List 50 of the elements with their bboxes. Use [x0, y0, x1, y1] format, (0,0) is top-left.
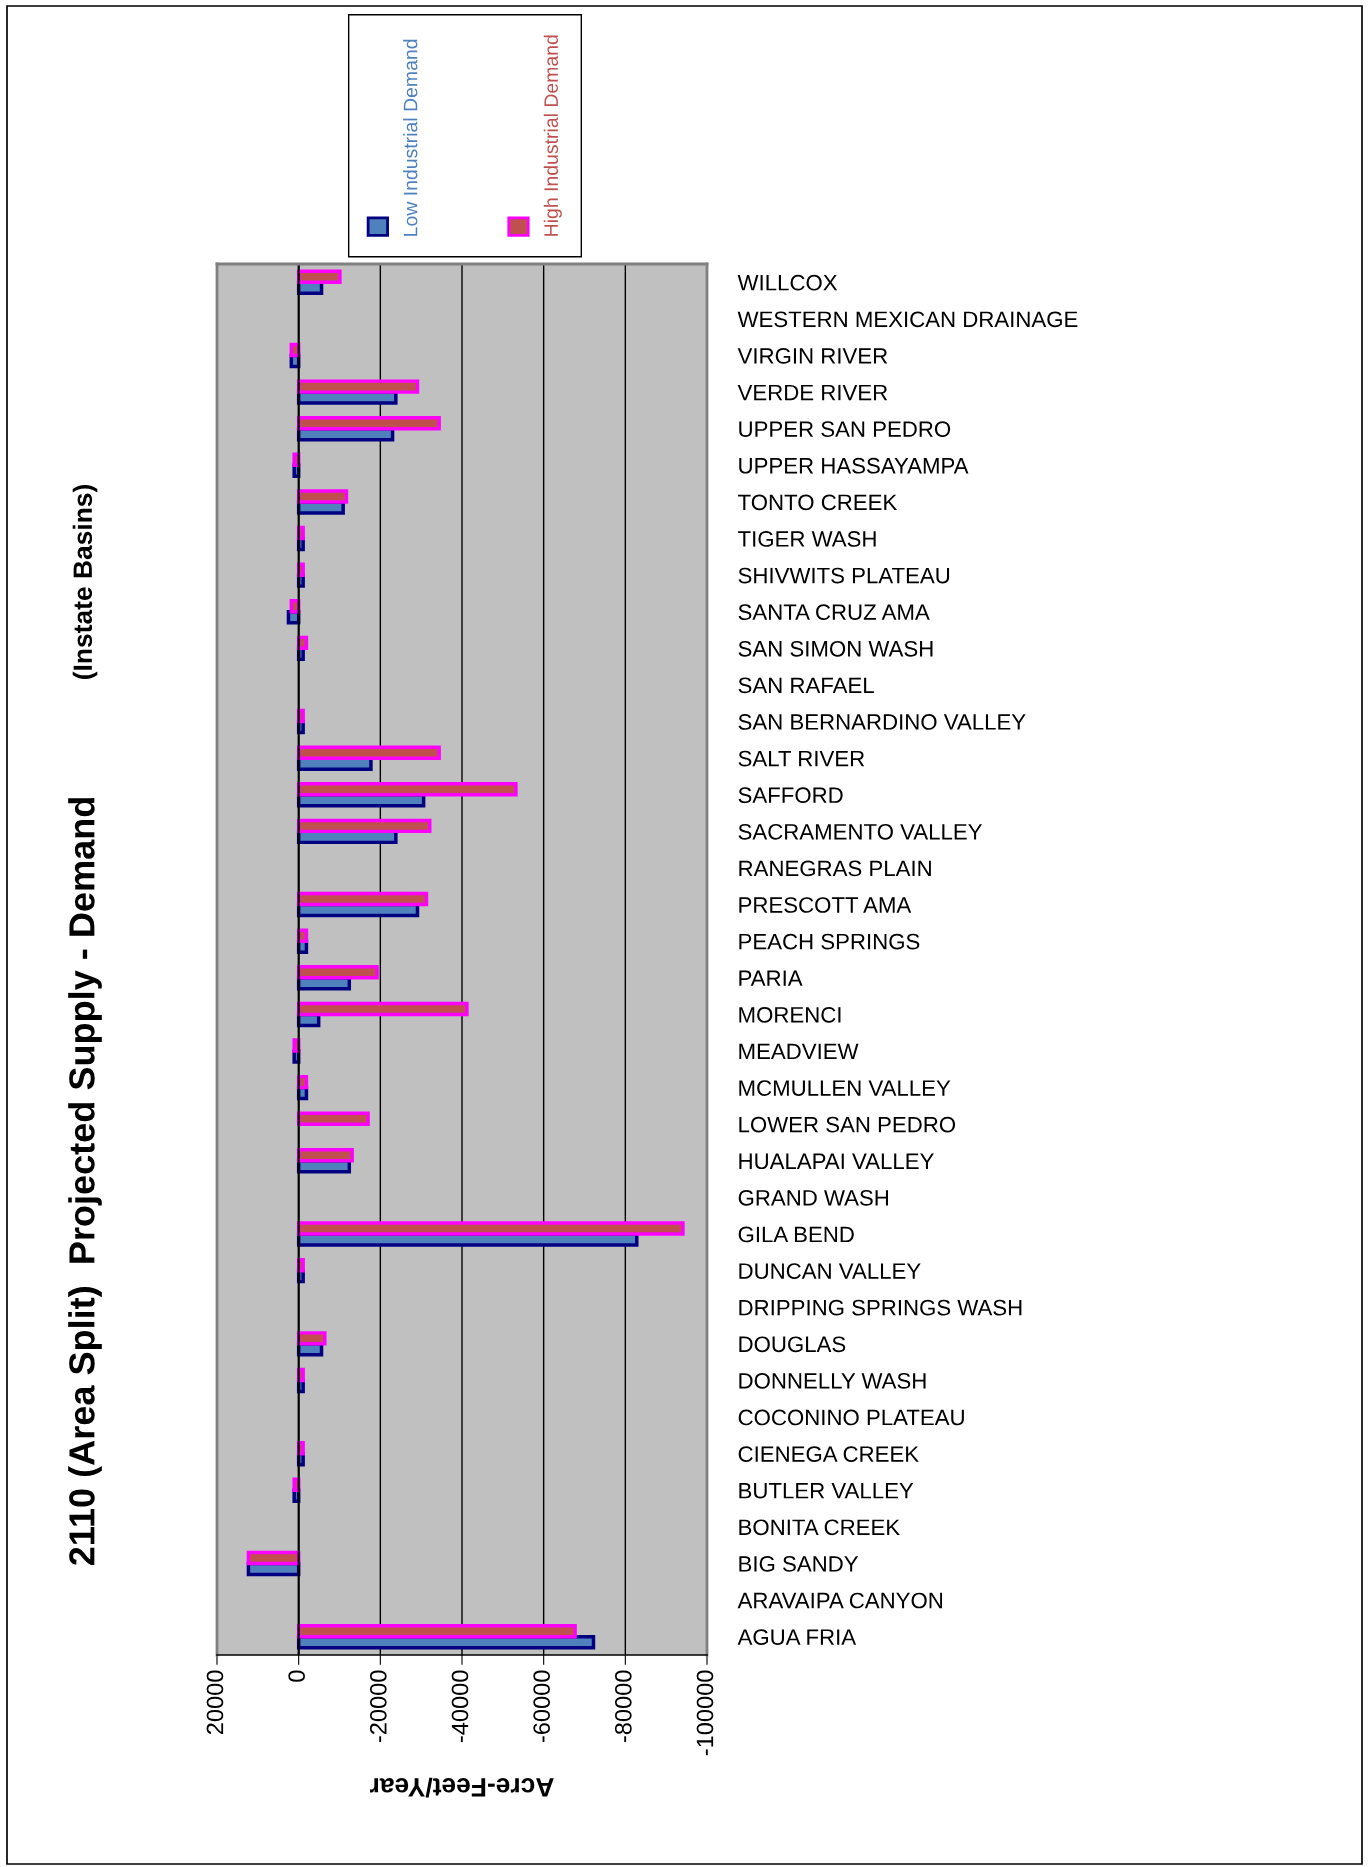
x-tick-label: -80000: [614, 1670, 632, 1743]
y-tick-label: VIRGIN RIVER: [737, 348, 888, 364]
x-tick-label: -60000: [533, 1670, 550, 1743]
y-tick-label: SACRAMENTO VALLEY: [738, 823, 983, 840]
y-tick-label: GRAND WASH: [738, 1189, 888, 1206]
y-tick-label: ARAVAIPA CANYON: [737, 1592, 943, 1609]
y-tick-label: RANEGRAS PLAIN: [739, 860, 931, 877]
y-tick-label: PARIA: [739, 970, 803, 986]
text: 2110 (Area Split) Projected Supply - Demand: [68, 798, 102, 1566]
y-tick-label: SAN BERNARDINO VALLEY: [738, 714, 1026, 730]
y-tick-label: MCMULLEN VALLEY: [739, 1080, 951, 1096]
y-tick-label: DUNCAN VALLEY: [739, 1263, 921, 1279]
y-tick-label: BUTLER VALLEY: [739, 1483, 914, 1499]
y-tick-label: HUALAPAI VALLEY: [739, 1153, 934, 1170]
y-tick-label: PEACH SPRINGS: [739, 933, 920, 950]
text: Low Industrial Demand: [403, 39, 418, 236]
y-tick-label: VERDE RIVER: [737, 384, 888, 401]
y-tick-label: UPPER HASSAYAMPA: [739, 457, 969, 474]
y-tick-label: SHIVWITS PLATEAU: [738, 567, 950, 584]
y-tick-label: SANTA CRUZ AMA: [738, 604, 930, 621]
y-tick-label: SAN RAFAEL: [738, 677, 874, 694]
y-tick-label: SALT RIVER: [738, 750, 865, 767]
y-tick-label: GILA BEND: [738, 1226, 854, 1243]
y-tick-label: BIG SANDY: [739, 1556, 859, 1572]
y-tick-label: AGUA FRIA: [737, 1629, 857, 1645]
y-tick-label: TIGER WASH: [738, 531, 876, 547]
y-tick-label: SAFFORD: [738, 787, 843, 804]
x-tick-label: -20000: [369, 1670, 387, 1743]
y-tick-label: DRIPPING SPRINGS WASH: [739, 1299, 1022, 1316]
x-tick-label: 0: [288, 1670, 305, 1682]
x-tick-label: -100000: [696, 1670, 714, 1756]
y-tick-label: UPPER SAN PEDRO: [739, 421, 951, 437]
y-tick-label: LOWER SAN PEDRO: [739, 1116, 956, 1133]
text: High Industrial Demand: [543, 35, 562, 236]
y-tick-label: MORENCI: [739, 1006, 841, 1023]
y-tick-label: COCONINO PLATEAU: [738, 1409, 964, 1426]
y-tick-label: DONNELLY WASH: [739, 1373, 926, 1389]
y-tick-label: DOUGLAS: [739, 1336, 846, 1353]
y-tick-label: PRESCOTT AMA: [739, 897, 912, 913]
x-tick-label: -40000: [451, 1670, 469, 1743]
y-tick-label: BONITA CREEK: [739, 1519, 900, 1536]
y-tick-label: WILLCOX: [737, 274, 838, 291]
y-tick-label: WESTERN MEXICAN DRAINAGE: [737, 311, 1078, 328]
x-tick-label: 20000: [206, 1670, 224, 1735]
x-axis-title: Acre-Feet/Year: [369, 1777, 554, 1798]
y-tick-label: TONTO CREEK: [738, 494, 898, 511]
y-tick-label: SAN SIMON WASH: [738, 640, 933, 657]
y-tick-label: MEADVIEW: [739, 1043, 859, 1060]
y-tick-label: CIENEGA CREEK: [738, 1446, 919, 1462]
text: (Instate Basins): [72, 485, 98, 679]
